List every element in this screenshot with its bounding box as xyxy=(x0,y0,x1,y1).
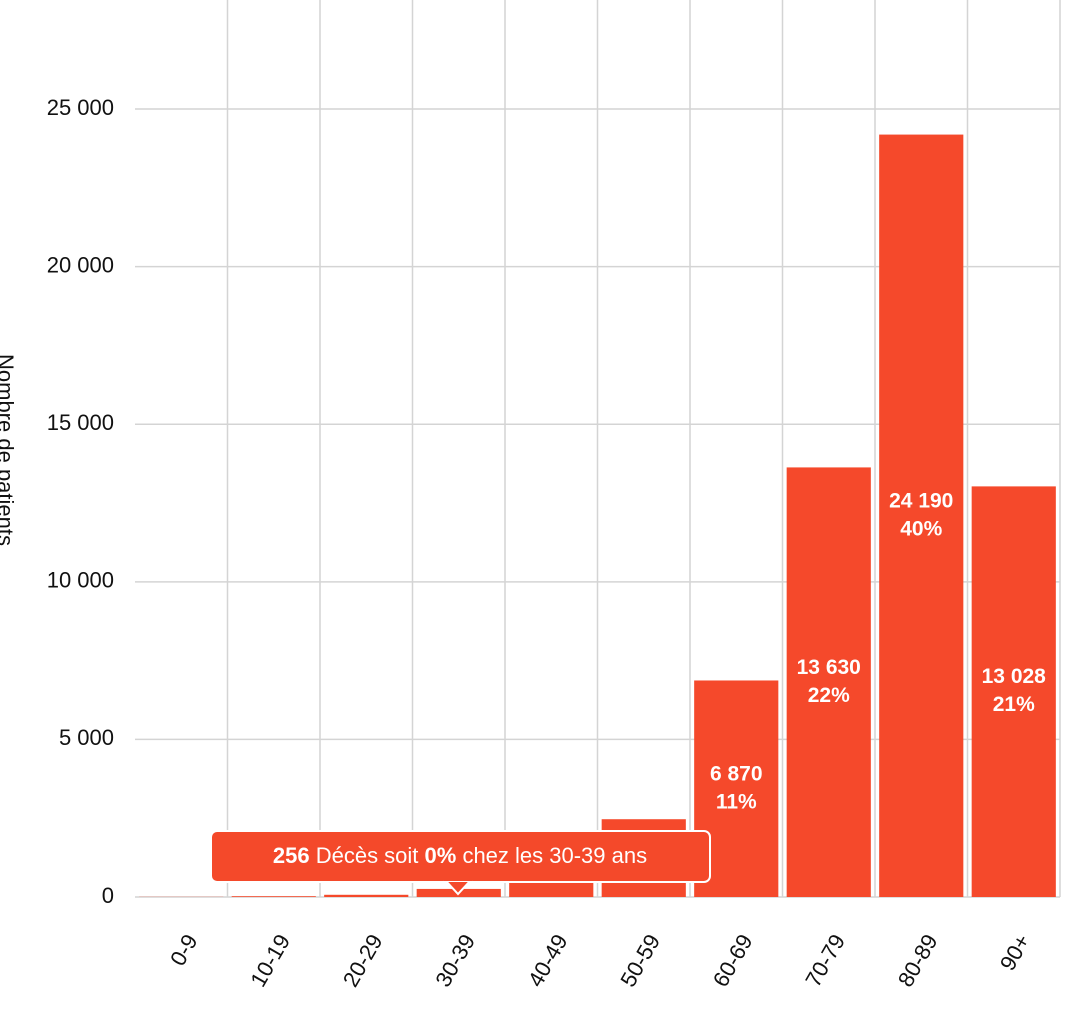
tooltip-percent: 0% xyxy=(425,843,457,868)
bar-value-label: 13 028 xyxy=(982,665,1047,688)
bar xyxy=(786,467,871,897)
bar-percent-label: 11% xyxy=(716,790,757,813)
bar-percent-label: 22% xyxy=(808,684,850,707)
x-tick-label: 40-49 xyxy=(523,930,573,991)
x-tick-label: 50-59 xyxy=(615,930,665,991)
tooltip-text: 256 Décès soit 0% chez les 30-39 ans xyxy=(273,843,647,868)
x-tick-label: 10-19 xyxy=(245,930,295,991)
x-tick-label: 20-29 xyxy=(338,930,388,991)
x-tick-label: 30-39 xyxy=(430,930,480,991)
y-axis-label: Nombre de patients xyxy=(0,354,18,546)
x-tick-label: 60-69 xyxy=(708,930,758,991)
bar-value-label: 24 190 xyxy=(889,489,953,512)
y-tick-label: 15 000 xyxy=(47,410,114,435)
bar-value-label: 13 630 xyxy=(797,656,861,679)
tooltip-text-part: Décès soit xyxy=(310,843,425,868)
y-tick-label: 5 000 xyxy=(59,725,114,750)
x-tick-label: 0-9 xyxy=(165,930,203,970)
tooltip: 256 Décès soit 0% chez les 30-39 ans xyxy=(210,830,711,896)
y-tick-label: 0 xyxy=(102,883,114,908)
tooltip-suffix: chez les 30-39 ans xyxy=(456,843,647,868)
x-tick-label: 70-79 xyxy=(800,930,850,991)
y-tick-label: 20 000 xyxy=(47,252,114,277)
y-tick-label: 25 000 xyxy=(47,95,114,120)
bar xyxy=(971,486,1056,897)
bar xyxy=(324,894,409,897)
bar-percent-label: 21% xyxy=(993,693,1035,716)
bar xyxy=(231,896,316,897)
x-tick-label: 90+ xyxy=(995,930,1035,975)
bar-percent-label: 40% xyxy=(900,517,942,540)
bar-value-label: 6 870 xyxy=(710,762,763,785)
tooltip-pointer-cover xyxy=(444,876,472,881)
x-tick-label: 80-89 xyxy=(893,930,943,991)
tooltip-value: 256 xyxy=(273,843,310,868)
y-tick-label: 10 000 xyxy=(47,568,114,593)
bar xyxy=(879,134,964,897)
